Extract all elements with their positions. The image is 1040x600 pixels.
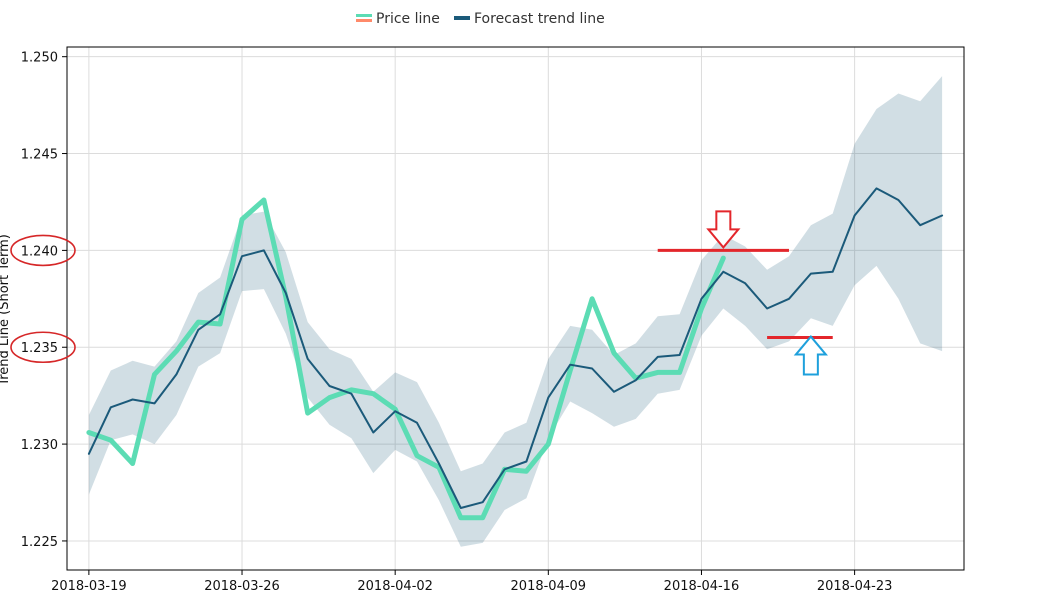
y-tick-label: 1.245 (21, 148, 58, 163)
legend: Price line Forecast trend line (356, 11, 605, 27)
y-tick-label: 1.240 (21, 244, 58, 259)
legend-swatch-forecast-trend-line (454, 16, 470, 20)
tick-highlight-ellipse (10, 234, 76, 267)
legend-swatch-price-line-top (356, 14, 372, 17)
forecast-trend-line-series (87, 187, 944, 509)
legend-swatch-price-line-bottom (356, 19, 372, 22)
annotation-group (10, 210, 833, 376)
x-tick-label: 2018-04-23 (817, 579, 893, 594)
legend-item-price-line: Price line (356, 11, 440, 27)
x-tick-label: 2018-03-26 (204, 579, 280, 594)
tick-group: 1.225 1.230 1.235 1.240 1.245 1.250 2018-03-19… (21, 51, 893, 594)
tick-highlight-ellipse (10, 331, 76, 364)
y-tick-label: 1.250 (21, 51, 58, 66)
up-arrow-icon (793, 334, 828, 376)
down-arrow-icon (706, 210, 741, 249)
x-tick-label: 2018-04-02 (357, 579, 433, 594)
confidence-band (88, 76, 943, 547)
y-tick-label: 1.225 (21, 535, 58, 550)
legend-label-price-line: Price line (376, 11, 440, 27)
grid (67, 47, 964, 570)
confidence-band-group (88, 76, 943, 547)
y-tick-label: 1.235 (21, 341, 58, 356)
plot-frame (66, 46, 965, 571)
legend-label-forecast-trend-line: Forecast trend line (474, 11, 605, 27)
x-tick-label: 2018-04-16 (664, 579, 740, 594)
series-group (86, 187, 944, 521)
legend-item-forecast-trend-line: Forecast trend line (454, 11, 605, 27)
price-line-series (86, 197, 726, 521)
x-tick-label: 2018-04-09 (511, 579, 587, 594)
y-tick-label: 1.230 (21, 438, 58, 453)
x-tick-label: 2018-03-19 (51, 579, 127, 594)
y-axis-title: Trend Line (Short Term) (0, 234, 12, 387)
